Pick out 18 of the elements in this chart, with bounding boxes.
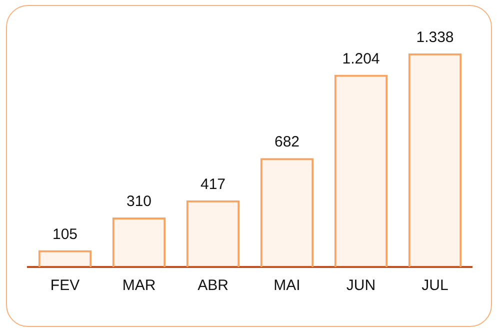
bar xyxy=(334,74,388,267)
x-tick-label: MAR xyxy=(122,277,156,294)
data-label: 1.204 xyxy=(342,50,380,68)
x-tick-label: JUN xyxy=(346,277,376,294)
bar xyxy=(186,200,240,267)
x-tick-label: ABR xyxy=(198,277,229,294)
data-label: 417 xyxy=(200,176,226,194)
bar xyxy=(408,53,462,267)
bar xyxy=(260,158,314,267)
data-label: 1.338 xyxy=(416,29,454,46)
data-label: 105 xyxy=(52,226,78,243)
x-tick-label: MAI xyxy=(274,277,300,294)
data-label: 310 xyxy=(126,193,152,210)
x-tick-label: JUL xyxy=(422,277,448,294)
x-tick-label: FEV xyxy=(50,277,80,294)
bar xyxy=(112,218,166,267)
bar xyxy=(38,250,92,267)
data-label: 682 xyxy=(274,134,300,151)
